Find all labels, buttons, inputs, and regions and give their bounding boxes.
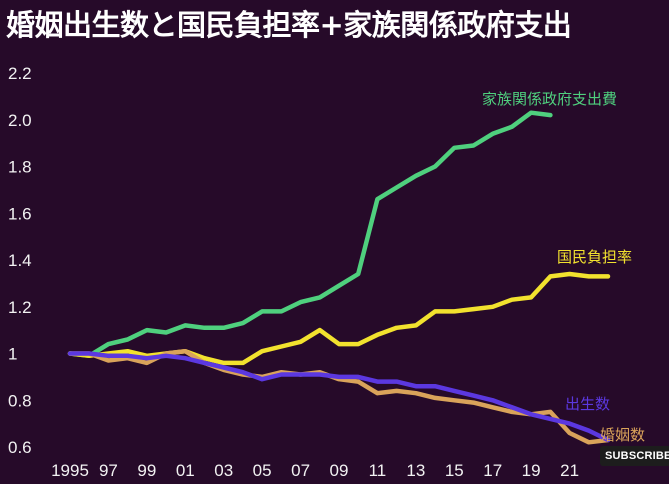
y-tick-label: 0.6 [8,438,32,457]
x-tick-label: 21 [560,461,579,480]
x-tick-label: 19 [522,461,541,480]
y-tick-label: 0.8 [8,391,32,410]
x-tick-label: 13 [406,461,425,480]
x-tick-label: 11 [369,461,387,480]
series-line [67,351,611,443]
y-tick-label: 1.8 [8,158,32,177]
series-label: 国民負担率 [557,248,632,266]
x-axis-ticks: 1995 97 99 01 03 05 07 09 11 13 15 17 19 21 [51,461,579,480]
y-tick-label: 1.4 [8,251,32,270]
series-lines [67,110,611,445]
x-tick-label: 03 [214,461,233,480]
x-tick-label: 09 [330,461,349,480]
y-tick-label: 2.0 [8,111,32,130]
x-tick-label: 05 [253,461,272,480]
y-axis-ticks: 2.2 2.0 1.8 1.6 1.4 1.2 1 0.8 0.6 [8,64,32,457]
series-label: 家族関係政府支出費 [482,90,617,108]
x-tick-label: 1995 [51,461,89,480]
series-label: 出生数 [565,395,610,413]
y-tick-label: 2.2 [8,64,32,83]
subscribe-button[interactable]: SUBSCRIBE [600,446,669,466]
x-tick-label: 07 [291,461,310,480]
x-tick-label: 17 [483,461,502,480]
y-tick-label: 1.2 [8,298,32,317]
series-line [67,110,553,359]
y-tick-label: 1 [8,345,17,364]
x-tick-label: 97 [99,461,118,480]
y-tick-label: 1.6 [8,204,32,223]
x-tick-label: 99 [137,461,156,480]
chart-title: 婚姻出生数と国民負担率+家族関係政府支出 [6,8,572,42]
x-tick-label: 01 [176,461,195,480]
series-label: 婚姻数 [600,426,645,444]
x-tick-label: 15 [445,461,464,480]
series-line [67,348,611,445]
